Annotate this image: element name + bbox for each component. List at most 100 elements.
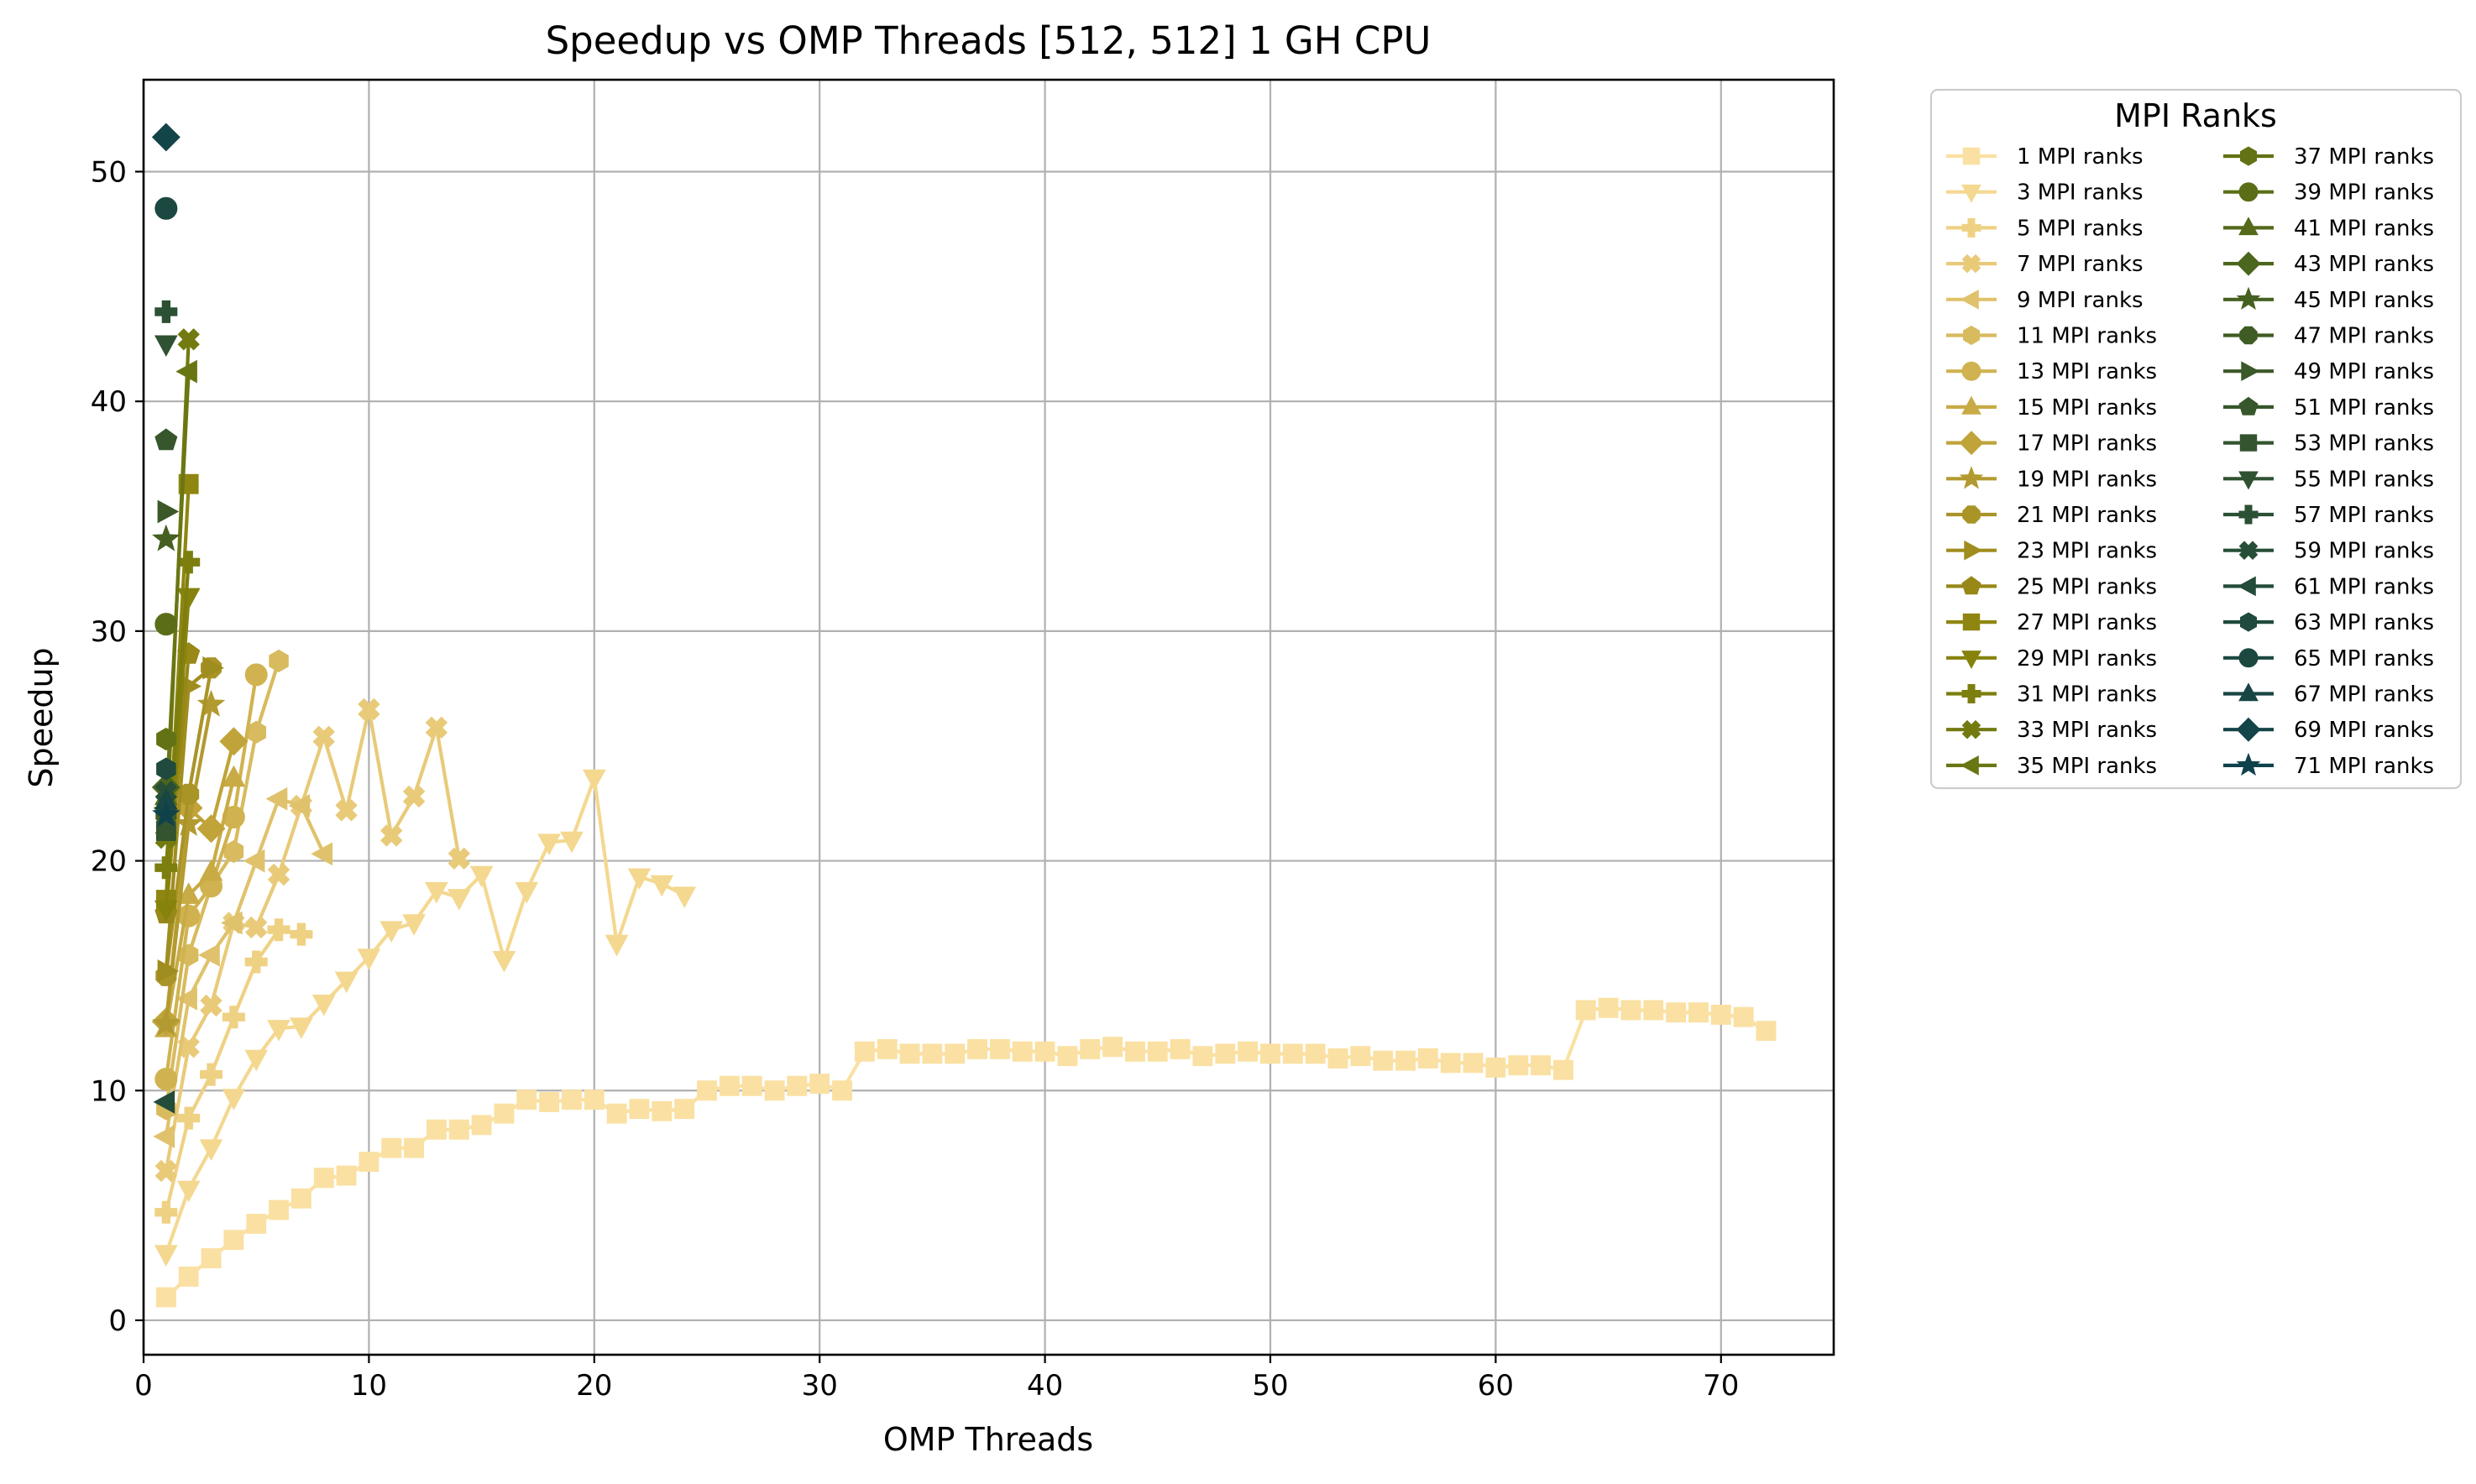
legend-marker [2240,146,2257,166]
legend-marker [2241,361,2260,382]
data-point [154,335,178,358]
series-line [164,776,686,1255]
legend-label: 39 MPI ranks [2294,180,2434,206]
data-point [1553,1059,1573,1080]
legend-marker [2238,217,2259,236]
data-point [291,1188,311,1209]
data-point [402,914,426,936]
data-point [176,1180,201,1203]
data-point [200,994,222,1017]
data-point [425,881,448,904]
legend-marker [2238,182,2259,202]
data-point [1598,997,1619,1018]
legend-item: 57 MPI ranks [2223,503,2434,528]
legend-marker [2239,434,2258,452]
legend-marker [1961,395,1981,415]
x-axis-label: OMP Threads [883,1421,1093,1458]
data-point [922,1043,943,1064]
legend-marker [2236,717,2261,742]
data-point [584,1089,605,1110]
legend-item: 1 MPI ranks [1946,144,2144,170]
y-tick-label: 0 [108,1304,127,1338]
legend-label: 45 MPI ranks [2294,288,2434,313]
data-point [650,875,674,897]
y-tick-label: 10 [91,1074,127,1108]
legend-label: 21 MPI ranks [2017,503,2157,528]
data-point [152,800,181,828]
data-point [152,524,181,551]
legend-item: 29 MPI ranks [1946,646,2157,671]
data-point [1012,1041,1033,1062]
legend-label: 5 MPI ranks [2017,216,2144,241]
legend-item: 33 MPI ranks [1946,718,2157,743]
data-point [1666,1002,1687,1023]
data-point [154,300,178,323]
legend-marker [2238,541,2259,561]
data-point [627,868,652,891]
data-point [244,663,268,687]
legend-label: 11 MPI ranks [2017,324,2157,349]
chart-title: Speedup vs OMP Threads [512, 512] 1 GH C… [546,18,1432,63]
legend-item: 17 MPI ranks [1946,431,2157,457]
data-point [199,1139,223,1162]
legend-marker [1961,651,1981,669]
legend-label: 69 MPI ranks [2294,718,2434,743]
data-point [154,1068,178,1091]
data-point [288,794,311,818]
legend-marker [1964,540,1983,561]
data-point [222,1089,246,1110]
data-point [219,727,249,756]
data-point [246,1214,267,1234]
data-point [178,1267,199,1287]
data-point [1057,1046,1078,1067]
data-point [582,769,606,792]
data-point [1485,1057,1506,1078]
legend-marker [1963,325,1980,346]
y-axis: 0 10 20 30 40 50 [91,155,144,1338]
legend-label: 47 MPI ranks [2294,324,2434,349]
legend-marker [1961,719,1981,739]
legend-marker [2237,576,2256,597]
data-point [560,831,584,854]
data-point [1531,1055,1551,1076]
data-point [201,1248,222,1268]
data-point [380,921,404,943]
legend-item: 15 MPI ranks [1946,395,2157,421]
legend-marker [2236,286,2261,311]
legend-label: 35 MPI ranks [2017,754,2157,779]
data-point [1080,1039,1101,1059]
data-point [336,1165,357,1186]
data-point [1463,1053,1484,1074]
data-point [673,886,697,908]
legend-item: 5 MPI ranks [1946,216,2144,241]
series [154,769,697,1267]
series [155,997,1777,1308]
series-line [164,660,281,1110]
data-point [787,1075,808,1096]
grid [142,80,1834,1355]
data-point [1733,1006,1754,1027]
x-tick-label: 0 [134,1369,153,1403]
data-point [1147,1041,1168,1062]
data-point [1575,1000,1596,1021]
data-point [153,1125,175,1148]
data-point [516,1089,537,1110]
legend-item: 43 MPI ranks [2223,251,2434,277]
data-point [1643,1000,1664,1021]
data-point [198,943,220,967]
data-point [1350,1046,1371,1067]
x-tick-label: 10 [351,1369,387,1403]
legend-label: 37 MPI ranks [2294,144,2434,170]
legend-label: 3 MPI ranks [2017,180,2144,206]
legend-item: 27 MPI ranks [1946,610,2157,635]
data-point [1440,1053,1461,1074]
data-point [1710,1005,1731,1025]
legend-item: 41 MPI ranks [2223,216,2434,241]
series [154,663,268,1091]
series [152,800,181,828]
legend-marker [1961,576,1981,595]
data-point [157,499,180,524]
data-point [267,918,291,942]
data-point [154,1200,178,1224]
series [152,524,181,551]
